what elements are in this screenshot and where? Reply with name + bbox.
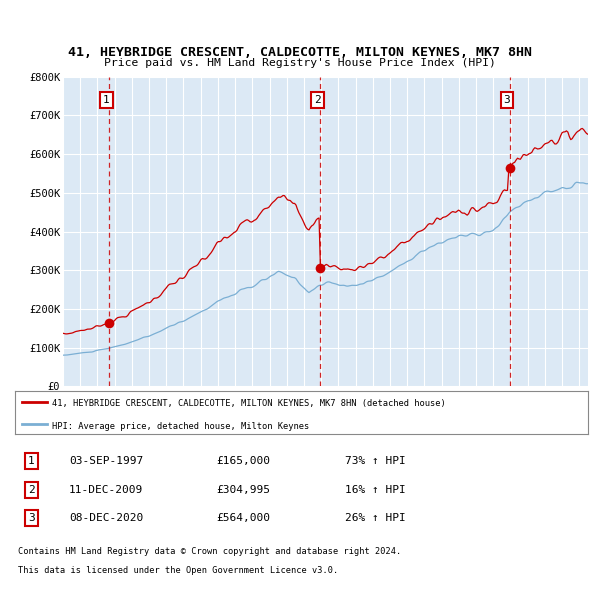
Text: 26% ↑ HPI: 26% ↑ HPI [345,513,406,523]
Text: 1: 1 [28,457,35,466]
Text: 73% ↑ HPI: 73% ↑ HPI [345,457,406,466]
Text: 3: 3 [28,513,35,523]
Text: 3: 3 [503,95,511,105]
Text: HPI: Average price, detached house, Milton Keynes: HPI: Average price, detached house, Milt… [52,421,310,431]
Text: 08-DEC-2020: 08-DEC-2020 [69,513,143,523]
Text: Contains HM Land Registry data © Crown copyright and database right 2024.: Contains HM Land Registry data © Crown c… [18,547,401,556]
Text: 2: 2 [28,485,35,494]
Text: 11-DEC-2009: 11-DEC-2009 [69,485,143,494]
Text: 03-SEP-1997: 03-SEP-1997 [69,457,143,466]
Text: 1: 1 [103,95,110,105]
Text: 41, HEYBRIDGE CRESCENT, CALDECOTTE, MILTON KEYNES, MK7 8HN (detached house): 41, HEYBRIDGE CRESCENT, CALDECOTTE, MILT… [52,399,446,408]
Text: 16% ↑ HPI: 16% ↑ HPI [345,485,406,494]
Text: This data is licensed under the Open Government Licence v3.0.: This data is licensed under the Open Gov… [18,566,338,575]
Text: £304,995: £304,995 [216,485,270,494]
Text: Price paid vs. HM Land Registry's House Price Index (HPI): Price paid vs. HM Land Registry's House … [104,58,496,68]
Text: 41, HEYBRIDGE CRESCENT, CALDECOTTE, MILTON KEYNES, MK7 8HN: 41, HEYBRIDGE CRESCENT, CALDECOTTE, MILT… [68,46,532,59]
Text: 2: 2 [314,95,321,105]
Text: £564,000: £564,000 [216,513,270,523]
Text: £165,000: £165,000 [216,457,270,466]
